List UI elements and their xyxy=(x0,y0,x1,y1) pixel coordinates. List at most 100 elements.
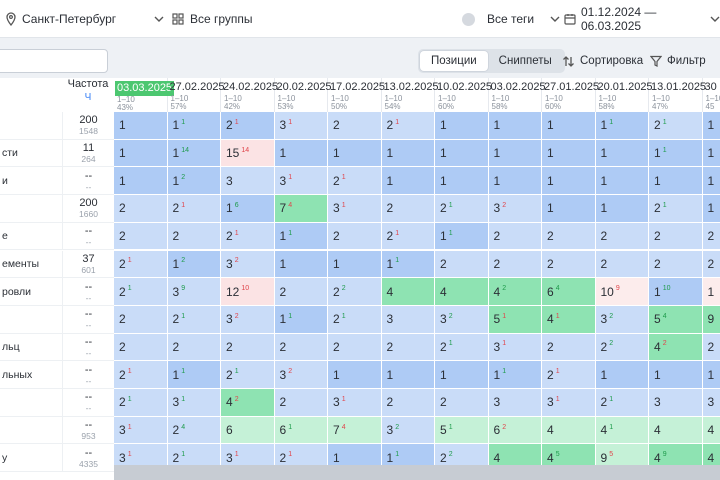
position-cell[interactable]: 1 xyxy=(328,361,382,389)
position-cell[interactable]: 1 xyxy=(702,112,720,140)
date-column-header[interactable]: 13.02.2025 1–10 54% xyxy=(382,78,439,112)
tab-positions[interactable]: Позиции xyxy=(420,51,488,71)
filter-button[interactable]: Фильтр xyxy=(650,49,706,73)
keyword-cell[interactable] xyxy=(0,195,62,223)
position-cell[interactable]: 15 14 xyxy=(221,139,275,168)
keyword-cell[interactable]: у xyxy=(0,444,62,473)
position-cell[interactable]: 3 xyxy=(221,167,275,196)
position-cell[interactable]: 2 xyxy=(435,250,489,279)
position-cell[interactable]: 1 xyxy=(542,195,596,223)
position-cell[interactable]: 10 9 xyxy=(595,278,649,306)
position-cell[interactable]: 2 xyxy=(274,389,328,417)
position-cell[interactable]: 1 10 xyxy=(649,278,703,306)
position-cell[interactable]: 2 xyxy=(702,250,720,279)
position-cell[interactable]: 2 xyxy=(649,250,703,279)
position-cell[interactable]: 1 xyxy=(381,139,435,168)
position-cell[interactable]: 1 xyxy=(542,167,596,196)
position-cell[interactable]: 1 xyxy=(595,167,649,196)
position-cell[interactable]: 4 xyxy=(649,416,703,445)
position-cell[interactable]: 1 xyxy=(702,278,720,306)
frequency-header[interactable]: Частота Ч xyxy=(62,78,114,112)
keyword-cell[interactable]: е xyxy=(0,222,62,251)
position-cell[interactable]: 3 xyxy=(381,305,435,334)
groups-selector[interactable]: Все группы xyxy=(172,0,253,38)
position-cell[interactable]: 1 xyxy=(435,112,489,140)
position-cell[interactable]: 2 xyxy=(488,250,542,279)
date-column-header[interactable]: 17.02.2025 1–10 50% xyxy=(328,78,385,112)
keyword-cell[interactable]: сти xyxy=(0,139,62,168)
position-cell[interactable]: 2 xyxy=(114,222,168,251)
position-cell[interactable]: 3 xyxy=(702,389,720,417)
keyword-cell[interactable]: ровли xyxy=(0,278,62,306)
sort-button[interactable]: Сортировка xyxy=(562,49,643,73)
position-cell[interactable]: 1 xyxy=(702,167,720,196)
position-cell[interactable]: 4 xyxy=(702,416,720,445)
tags-selector[interactable]: Все теги xyxy=(462,0,560,38)
position-cell[interactable]: 6 xyxy=(221,416,275,445)
position-cell[interactable]: 1 xyxy=(702,139,720,168)
position-cell[interactable]: 2 xyxy=(488,222,542,251)
tab-snippets[interactable]: Сниппеты xyxy=(498,55,552,67)
position-cell[interactable]: 1 xyxy=(328,250,382,279)
date-column-header[interactable]: 03.02.2025 1–10 58% xyxy=(489,78,546,112)
position-cell[interactable]: 2 xyxy=(542,222,596,251)
position-cell[interactable]: 1 xyxy=(114,112,168,140)
position-cell[interactable]: 1 14 xyxy=(167,139,221,168)
position-cell[interactable]: 2 xyxy=(328,333,382,362)
keyword-cell[interactable]: льных xyxy=(0,361,62,389)
date-column-header[interactable]: 10.02.2025 1–10 60% xyxy=(435,78,492,112)
position-cell[interactable]: 2 xyxy=(114,333,168,362)
date-column-header[interactable]: 03.03.2025 1–10 43% xyxy=(114,78,175,112)
date-column-header[interactable]: 20.02.2025 1–10 53% xyxy=(275,78,332,112)
position-cell[interactable]: 2 xyxy=(167,222,221,251)
keyword-cell[interactable]: и xyxy=(0,167,62,196)
position-cell[interactable]: 1 xyxy=(542,139,596,168)
position-cell[interactable]: 4 xyxy=(381,278,435,306)
position-cell[interactable]: 1 xyxy=(114,167,168,196)
position-cell[interactable]: 2 xyxy=(274,333,328,362)
position-cell[interactable]: 2 xyxy=(595,222,649,251)
keyword-cell[interactable] xyxy=(0,389,62,417)
position-cell[interactable]: 2 xyxy=(114,195,168,223)
position-cell[interactable]: 2 xyxy=(328,222,382,251)
position-cell[interactable]: 1 xyxy=(488,139,542,168)
position-cell[interactable]: 1 xyxy=(435,139,489,168)
position-cell[interactable]: 1 xyxy=(649,167,703,196)
search-input[interactable] xyxy=(0,49,108,73)
position-cell[interactable]: 2 xyxy=(702,222,720,251)
